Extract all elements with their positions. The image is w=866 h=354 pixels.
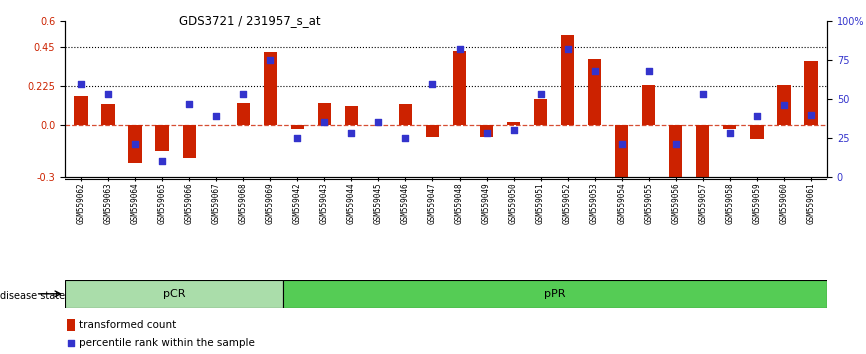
Text: GSM559050: GSM559050 [509, 182, 518, 224]
Text: transformed count: transformed count [79, 320, 176, 330]
Point [480, 131, 494, 136]
Point [588, 68, 602, 74]
Bar [128, 125, 142, 163]
Text: GSM559067: GSM559067 [212, 182, 221, 224]
Text: GSM559066: GSM559066 [184, 182, 194, 224]
Text: GDS3721 / 231957_s_at: GDS3721 / 231957_s_at [179, 14, 321, 27]
Point [263, 57, 277, 63]
Bar [65, 280, 282, 308]
Text: GSM559060: GSM559060 [779, 182, 788, 224]
Bar [398, 104, 412, 125]
Text: GSM559063: GSM559063 [104, 182, 113, 224]
Point [750, 113, 764, 119]
Point [74, 81, 88, 86]
Text: GSM559058: GSM559058 [725, 182, 734, 224]
Point [372, 120, 385, 125]
Bar [804, 61, 818, 125]
Bar [345, 106, 359, 125]
Bar [588, 59, 601, 125]
Bar [507, 122, 520, 125]
Text: GSM559049: GSM559049 [482, 182, 491, 224]
Point [398, 135, 412, 141]
Text: pCR: pCR [163, 289, 185, 299]
Bar [723, 125, 736, 129]
Bar [282, 280, 827, 308]
Text: GSM559057: GSM559057 [698, 182, 708, 224]
Text: GSM559054: GSM559054 [617, 182, 626, 224]
Point [101, 92, 115, 97]
Text: GSM559045: GSM559045 [374, 182, 383, 224]
Bar [263, 52, 277, 125]
Bar [777, 85, 791, 125]
Text: GSM559069: GSM559069 [266, 182, 275, 224]
Bar [74, 96, 88, 125]
Point [345, 131, 359, 136]
Bar [68, 319, 75, 331]
Text: GSM559043: GSM559043 [320, 182, 329, 224]
Point [236, 92, 250, 97]
Text: GSM559061: GSM559061 [806, 182, 815, 224]
Point [290, 135, 304, 141]
Text: GSM559062: GSM559062 [77, 182, 86, 224]
Text: GSM559051: GSM559051 [536, 182, 545, 224]
Text: GSM559065: GSM559065 [158, 182, 167, 224]
Text: GSM559044: GSM559044 [347, 182, 356, 224]
Bar [669, 125, 682, 191]
Text: pPR: pPR [544, 289, 565, 299]
Text: GSM559046: GSM559046 [401, 182, 410, 224]
Point [318, 120, 332, 125]
Text: GSM559052: GSM559052 [563, 182, 572, 224]
Point [128, 142, 142, 147]
Bar [318, 103, 331, 125]
Bar [156, 125, 169, 151]
Text: GSM559053: GSM559053 [590, 182, 599, 224]
Point [695, 92, 709, 97]
Point [453, 46, 467, 52]
Bar [750, 125, 764, 139]
Point [210, 113, 223, 119]
Point [615, 142, 629, 147]
Text: GSM559059: GSM559059 [753, 182, 761, 224]
Text: percentile rank within the sample: percentile rank within the sample [79, 338, 255, 348]
Point [560, 46, 574, 52]
Point [425, 81, 439, 86]
Bar [426, 125, 439, 137]
Text: GSM559047: GSM559047 [428, 182, 437, 224]
Bar [642, 85, 656, 125]
Point [669, 142, 682, 147]
Bar [533, 99, 547, 125]
Bar [615, 125, 629, 181]
Text: GSM559068: GSM559068 [239, 182, 248, 224]
Point [777, 103, 791, 108]
Bar [561, 35, 574, 125]
Text: GSM559042: GSM559042 [293, 182, 302, 224]
Text: GSM559056: GSM559056 [671, 182, 680, 224]
Point [804, 112, 818, 118]
Bar [183, 125, 196, 158]
Point [507, 127, 520, 133]
Bar [236, 103, 250, 125]
Point [155, 159, 169, 164]
Text: GSM559064: GSM559064 [131, 182, 139, 224]
Bar [696, 125, 709, 177]
Bar [480, 125, 494, 137]
Bar [291, 125, 304, 129]
Bar [453, 51, 466, 125]
Point [642, 68, 656, 74]
Point [723, 131, 737, 136]
Text: disease state: disease state [0, 291, 65, 301]
Point [533, 92, 547, 97]
Text: GSM559055: GSM559055 [644, 182, 653, 224]
Text: GSM559048: GSM559048 [455, 182, 464, 224]
Point [326, 259, 339, 265]
Bar [101, 104, 115, 125]
Point [183, 101, 197, 107]
